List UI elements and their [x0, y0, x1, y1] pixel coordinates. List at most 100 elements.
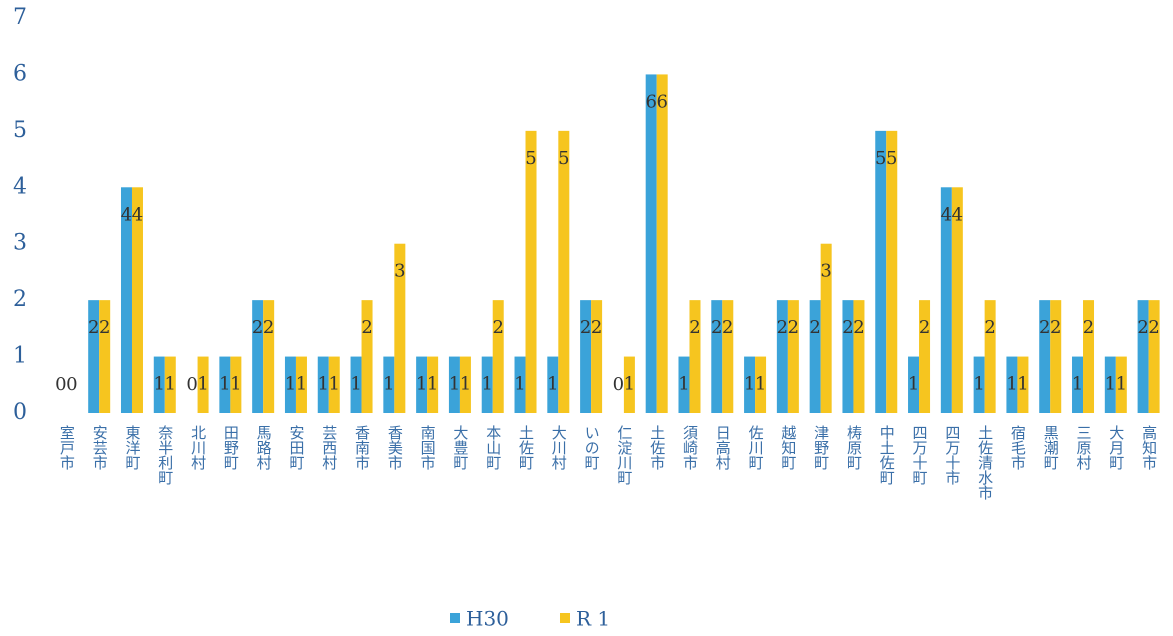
bar [197, 356, 209, 413]
data-label: 1 [973, 374, 984, 395]
bar [940, 187, 952, 413]
data-label: 4 [121, 204, 132, 225]
data-label: 1 [678, 374, 689, 395]
x-tick-label: 土佐清水市 [976, 425, 994, 500]
data-label: 2 [88, 317, 99, 338]
data-label: 2 [853, 317, 864, 338]
data-label: 0 [186, 374, 197, 395]
bar [776, 300, 788, 413]
x-tick-label: 宿毛市 [1009, 425, 1027, 470]
x-tick-label: 梼原町 [845, 425, 863, 470]
bar [1115, 356, 1127, 413]
bar [416, 356, 428, 413]
bar [919, 300, 931, 413]
data-label: 1 [219, 374, 230, 395]
bar [809, 300, 821, 413]
x-tick-label: 田野町 [222, 425, 240, 470]
x-tick-label: 越知町 [779, 425, 797, 470]
data-label: 1 [908, 374, 919, 395]
x-tick-label: 津野町 [812, 425, 830, 470]
data-label: 2 [1083, 317, 1094, 338]
data-label: 4 [952, 204, 963, 225]
bar [787, 300, 799, 413]
bar [284, 356, 296, 413]
data-label: 5 [558, 148, 569, 169]
data-label: 2 [1039, 317, 1050, 338]
data-label: 1 [460, 374, 471, 395]
bar [525, 130, 537, 413]
bar [973, 356, 985, 413]
bar [820, 243, 832, 413]
data-label: 2 [711, 317, 722, 338]
data-label: 1 [350, 374, 361, 395]
data-label: 1 [427, 374, 438, 395]
bar [853, 300, 865, 413]
bar [230, 356, 242, 413]
legend-swatch [560, 613, 570, 623]
bar [656, 74, 668, 413]
bar [678, 356, 690, 413]
legend-label: R 1 [576, 607, 610, 631]
bar [361, 300, 373, 413]
data-label: 2 [788, 317, 799, 338]
x-tick-label: 中土佐町 [878, 425, 896, 485]
data-label: 2 [361, 317, 372, 338]
x-tick-label: 室戸市 [58, 425, 76, 470]
data-label: 2 [591, 317, 602, 338]
x-tick-label: 安田町 [287, 425, 305, 470]
bar [1006, 356, 1018, 413]
data-label: 1 [197, 374, 208, 395]
data-label: 2 [263, 317, 274, 338]
x-tick-label: 須崎市 [681, 425, 699, 470]
data-label: 5 [886, 148, 897, 169]
y-tick-label: 0 [13, 400, 27, 425]
x-tick-label: 大豊町 [451, 425, 469, 470]
data-label: 1 [1017, 374, 1028, 395]
x-tick-label: 馬路村 [255, 425, 273, 470]
data-label: 1 [230, 374, 241, 395]
x-tick-label: 佐川町 [747, 425, 765, 470]
data-label: 4 [941, 204, 952, 225]
data-label: 1 [318, 374, 329, 395]
bar [394, 243, 406, 413]
data-label: 1 [285, 374, 296, 395]
bar [1137, 300, 1149, 413]
bar [514, 356, 526, 413]
legend-swatch [450, 613, 460, 623]
bar [951, 187, 963, 413]
data-label: 3 [820, 261, 831, 282]
x-tick-label: 四万十町 [911, 425, 929, 485]
bar [711, 300, 723, 413]
data-label: 4 [132, 204, 143, 225]
x-tick-label: 奈半利町 [156, 425, 174, 485]
bar [1148, 300, 1160, 413]
bar [219, 356, 231, 413]
data-label: 6 [656, 91, 667, 112]
data-label: 2 [492, 317, 503, 338]
bar [252, 300, 264, 413]
bar [492, 300, 504, 413]
data-label: 0 [55, 374, 66, 395]
bar [842, 300, 854, 413]
x-tick-label: 土佐市 [648, 425, 666, 470]
bar [383, 356, 395, 413]
x-tick-label: 仁淀川町 [615, 425, 633, 485]
data-label: 2 [919, 317, 930, 338]
bar [722, 300, 734, 413]
data-label: 1 [383, 374, 394, 395]
data-label: 2 [689, 317, 700, 338]
data-label: 2 [252, 317, 263, 338]
x-tick-label: いの町 [583, 425, 601, 470]
bar [886, 130, 898, 413]
x-tick-label: 本山町 [484, 425, 502, 470]
bar [1017, 356, 1029, 413]
data-label: 1 [1006, 374, 1017, 395]
data-label: 2 [809, 317, 820, 338]
bar [459, 356, 471, 413]
y-tick-label: 1 [13, 344, 27, 369]
x-tick-label: 四万十市 [943, 425, 961, 485]
data-label: 5 [525, 148, 536, 169]
data-label: 1 [165, 374, 176, 395]
data-label: 2 [1050, 317, 1061, 338]
